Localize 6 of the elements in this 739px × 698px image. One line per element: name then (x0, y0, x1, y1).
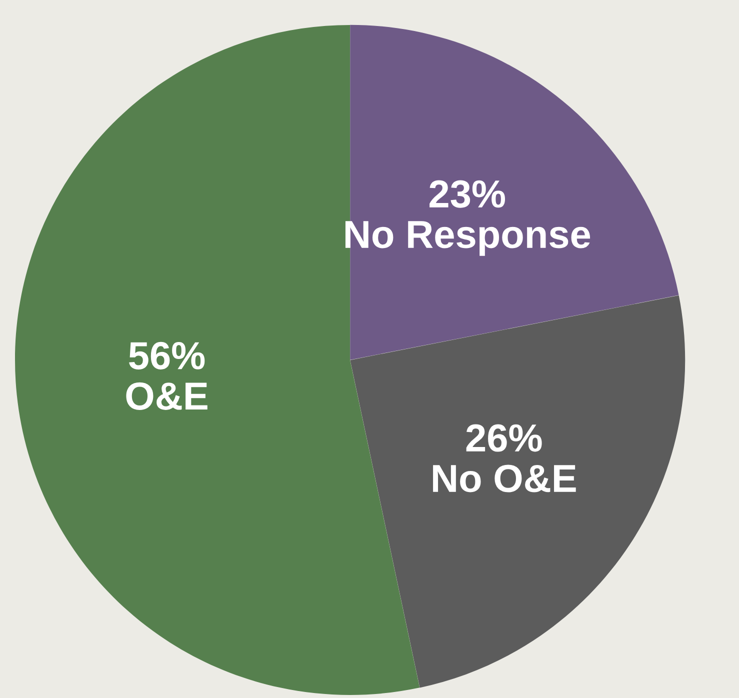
data-label: 56% (129, 342, 205, 370)
data-label: 26% (466, 424, 542, 452)
slice-label: O&E (126, 382, 208, 410)
slice-label: No Response (345, 221, 590, 256)
slice-label: No O&E (433, 464, 576, 492)
data-label: 23% (430, 180, 506, 208)
